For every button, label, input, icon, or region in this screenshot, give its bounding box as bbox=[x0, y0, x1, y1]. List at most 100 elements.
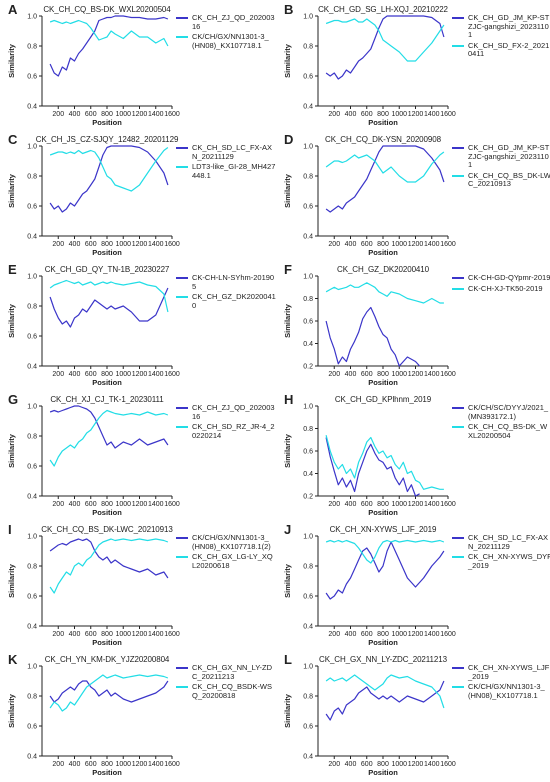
x-tick-label: 1200 bbox=[132, 111, 148, 118]
legend-swatch bbox=[176, 296, 188, 298]
x-tick-label: 1000 bbox=[115, 111, 131, 118]
x-tick-label: 1000 bbox=[391, 111, 407, 118]
y-axis-label: Similarity bbox=[7, 303, 16, 338]
x-tick-label: 600 bbox=[361, 241, 373, 248]
legend-swatch bbox=[452, 667, 464, 669]
chart-title: CK_CH_GZ_DK20200410 bbox=[337, 265, 429, 274]
legend-label: CK_CH_GD_JM_KP-STZJC-gangshizi_20231101 bbox=[468, 13, 550, 39]
y-tick-label: 1.0 bbox=[303, 144, 313, 151]
x-tick-label: 1600 bbox=[440, 371, 456, 378]
legend-swatch bbox=[452, 537, 464, 539]
y-tick-label: 1.0 bbox=[303, 274, 313, 281]
panel-letter: A bbox=[8, 2, 18, 17]
y-tick-label: 0.8 bbox=[303, 174, 313, 181]
legend-label: CK_CH_XN-XYWS_DYF_2019 bbox=[468, 552, 550, 570]
legend: CK-CH-GD-QYpmr-2019 CK-CH-XJ-TK50-2019 bbox=[452, 273, 550, 295]
x-tick-label: 1600 bbox=[440, 111, 456, 118]
series-line-2 bbox=[49, 147, 169, 192]
x-tick-label: 400 bbox=[345, 631, 357, 638]
x-tick-label: 1400 bbox=[148, 241, 164, 248]
legend-label: CK/CH/GX/NN1301-3_(HN08)_KX107718.1 bbox=[192, 32, 269, 50]
y-axis-label: Similarity bbox=[7, 693, 16, 728]
chart-title: CK_CH_YN_KM-DK_YJZ20200804 bbox=[44, 655, 170, 664]
similarity-plot: 0.2 0.4 0.6 0.8 1.0 200 400 600 800 1000 1200 1400 1… bbox=[283, 274, 456, 388]
x-tick-label: 1000 bbox=[391, 501, 407, 508]
x-tick-label: 600 bbox=[85, 111, 97, 118]
x-tick-label: 600 bbox=[85, 241, 97, 248]
chart-panel-i: I CK_CH_CQ_BS_DK-LWC_20210913 0.4 0.6 0.8 1.0… bbox=[6, 522, 276, 650]
x-tick-label: 1200 bbox=[408, 501, 424, 508]
series-line-1 bbox=[325, 680, 445, 721]
x-tick-label: 400 bbox=[69, 371, 81, 378]
y-tick-label: 0.6 bbox=[303, 724, 313, 731]
x-tick-label: 200 bbox=[52, 111, 64, 118]
legend-item: CK_CH_GX_NN_LY-ZDC_20211213 bbox=[176, 663, 276, 681]
x-axis-label: Position bbox=[368, 118, 398, 127]
y-axis-label: Similarity bbox=[283, 173, 292, 208]
y-tick-label: 0.6 bbox=[27, 334, 37, 341]
y-tick-label: 0.4 bbox=[27, 494, 37, 501]
legend-label: CK_CH_SD_FX-2_20210411 bbox=[468, 40, 550, 58]
y-tick-label: 1.0 bbox=[27, 404, 37, 411]
x-axis-label: Position bbox=[92, 768, 122, 777]
x-tick-label: 600 bbox=[361, 111, 373, 118]
y-tick-label: 0.8 bbox=[27, 564, 37, 571]
series-line-1 bbox=[325, 437, 420, 497]
x-tick-label: 200 bbox=[52, 631, 64, 638]
x-tick-label: 200 bbox=[52, 241, 64, 248]
series-line-2 bbox=[325, 539, 445, 564]
x-tick-label: 1000 bbox=[391, 241, 407, 248]
y-tick-label: 0.2 bbox=[303, 494, 313, 501]
y-tick-label: 0.2 bbox=[303, 364, 313, 371]
x-tick-label: 1600 bbox=[164, 241, 180, 248]
legend-label: CK_CH_SD_LC_FX-AXN_20211129 bbox=[468, 533, 549, 551]
y-tick-label: 0.6 bbox=[303, 319, 313, 326]
series-line-2 bbox=[49, 279, 169, 313]
chart-title: CK_CH_CQ_BS_DK-LWC_20210913 bbox=[41, 525, 173, 534]
series-line-1 bbox=[49, 680, 169, 703]
x-tick-label: 600 bbox=[361, 371, 373, 378]
x-tick-label: 1600 bbox=[164, 761, 180, 768]
series-line-2 bbox=[325, 151, 445, 183]
legend-swatch bbox=[176, 686, 188, 688]
legend-swatch bbox=[176, 277, 188, 279]
series-line-2 bbox=[49, 19, 169, 47]
y-tick-label: 0.4 bbox=[303, 471, 313, 478]
legend-swatch bbox=[452, 686, 464, 688]
x-tick-label: 200 bbox=[328, 111, 340, 118]
legend-item: CK/CH/GX/NN1301-3_(HN08)_KX107718.1(2) bbox=[176, 533, 276, 551]
legend-item: CK/CH/GX/NN1301-3_(HN08)_KX107718.1 bbox=[452, 682, 550, 700]
x-tick-label: 600 bbox=[361, 761, 373, 768]
legend-item: CK_CH_ZJ_QD_20200316 bbox=[176, 403, 276, 421]
y-tick-label: 0.6 bbox=[27, 594, 37, 601]
legend-swatch bbox=[176, 556, 188, 558]
series-line-1 bbox=[325, 145, 445, 213]
chart-panel-e: E CK_CH_GD_QY_TN-1B_20230227 0.4 0.6 0.8 1.0 2… bbox=[6, 262, 276, 390]
similarity-plot: 0.4 0.6 0.8 1.0 200 400 600 800 1000 1200 1400 1600… bbox=[283, 144, 456, 258]
x-tick-label: 1000 bbox=[115, 761, 131, 768]
x-tick-label: 1000 bbox=[115, 501, 131, 508]
x-tick-label: 1200 bbox=[408, 631, 424, 638]
x-tick-label: 400 bbox=[69, 761, 81, 768]
similarity-plot: 0.4 0.6 0.8 1.0 200 400 600 800 1000 1200 1400 1600… bbox=[7, 664, 180, 778]
legend-label: CK_CH_CQ_BS-DK_WXL20200504 bbox=[468, 422, 548, 440]
x-tick-label: 600 bbox=[85, 761, 97, 768]
y-tick-label: 0.4 bbox=[27, 754, 37, 761]
chart-title: CK_CH_GD_QY_TN-1B_20230227 bbox=[44, 265, 170, 274]
legend-swatch bbox=[452, 44, 464, 47]
y-tick-label: 0.8 bbox=[27, 434, 37, 441]
x-tick-label: 1400 bbox=[148, 631, 164, 638]
x-tick-label: 600 bbox=[85, 371, 97, 378]
y-tick-label: 0.6 bbox=[303, 204, 313, 211]
chart-title: CK_CH_CQ_DK-YSN_20200908 bbox=[325, 135, 441, 144]
x-tick-label: 1200 bbox=[408, 371, 424, 378]
series-line-2 bbox=[325, 282, 444, 304]
panel-letter: H bbox=[284, 392, 294, 407]
legend-swatch bbox=[176, 36, 188, 38]
x-axis-label: Position bbox=[368, 378, 398, 387]
series-line-1 bbox=[49, 15, 169, 77]
y-tick-label: 1.0 bbox=[27, 274, 37, 281]
x-tick-label: 1600 bbox=[164, 631, 180, 638]
y-tick-label: 1.0 bbox=[303, 664, 313, 671]
legend-item: CK_CH_XN-XYWS_LJF_2019 bbox=[452, 663, 550, 681]
